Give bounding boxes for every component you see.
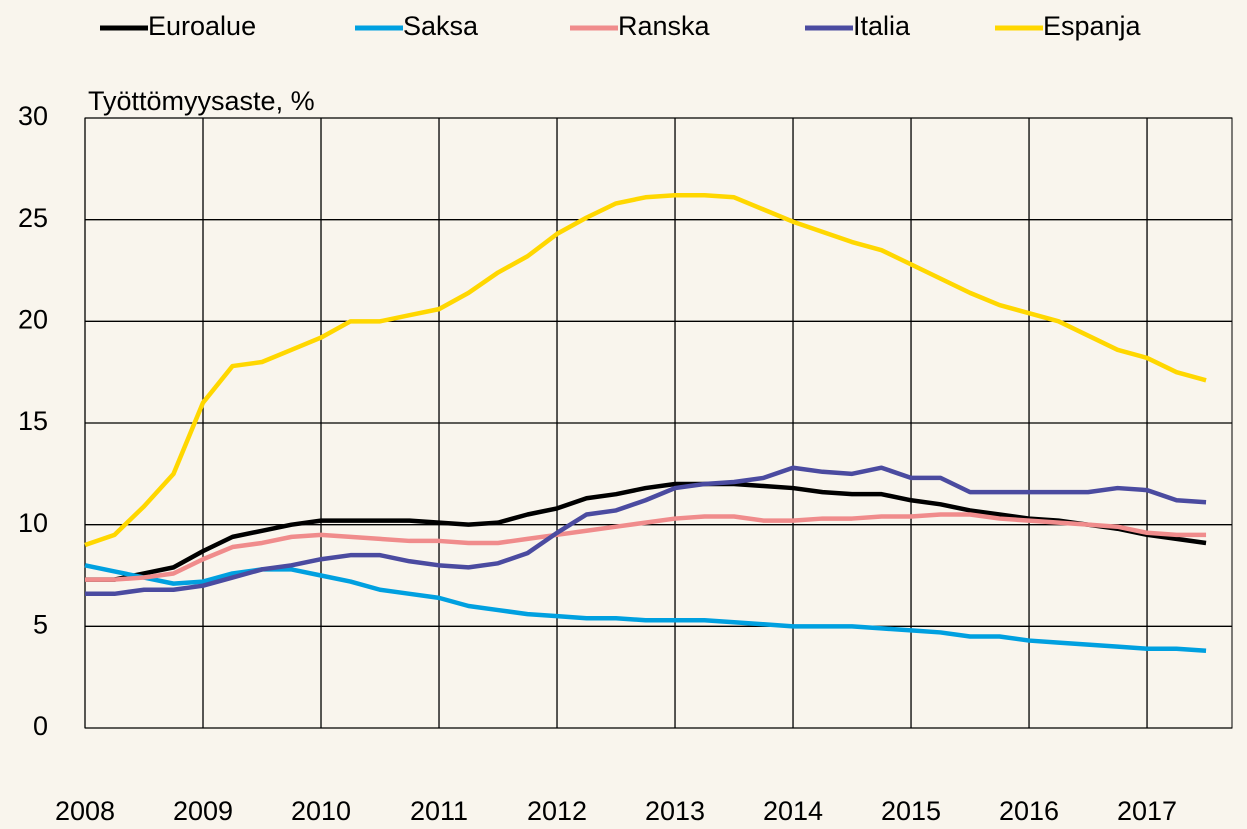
y-axis-label: Työttömyysaste, % xyxy=(88,86,315,116)
x-tick-label: 2009 xyxy=(173,796,233,826)
series-line xyxy=(85,481,1207,582)
legend-label: Euroalue xyxy=(148,11,256,41)
legend-label: Italia xyxy=(853,11,911,41)
series-line xyxy=(84,193,1207,548)
y-tick-label: 30 xyxy=(18,101,48,131)
legend-label: Espanja xyxy=(1043,11,1142,41)
series-line xyxy=(85,512,1207,582)
x-tick-label: 2012 xyxy=(527,796,587,826)
y-tick-label: 0 xyxy=(33,711,48,741)
x-tick-label: 2008 xyxy=(55,796,115,826)
y-tick-label: 20 xyxy=(18,304,48,334)
x-tick-label: 2016 xyxy=(999,796,1059,826)
y-tick-label: 25 xyxy=(18,203,48,233)
x-tick-label: 2010 xyxy=(291,796,351,826)
y-tick-label: 10 xyxy=(18,508,48,538)
y-tick-label: 15 xyxy=(18,406,48,436)
y-tick-label: 5 xyxy=(33,609,48,639)
legend-label: Saksa xyxy=(403,11,479,41)
x-tick-label: 2014 xyxy=(763,796,823,826)
x-tick-label: 2013 xyxy=(645,796,705,826)
series-line xyxy=(85,465,1207,597)
x-tick-label: 2017 xyxy=(1117,796,1177,826)
legend-label: Ranska xyxy=(618,11,711,41)
x-tick-label: 2015 xyxy=(881,796,941,826)
x-tick-label: 2011 xyxy=(410,796,468,826)
